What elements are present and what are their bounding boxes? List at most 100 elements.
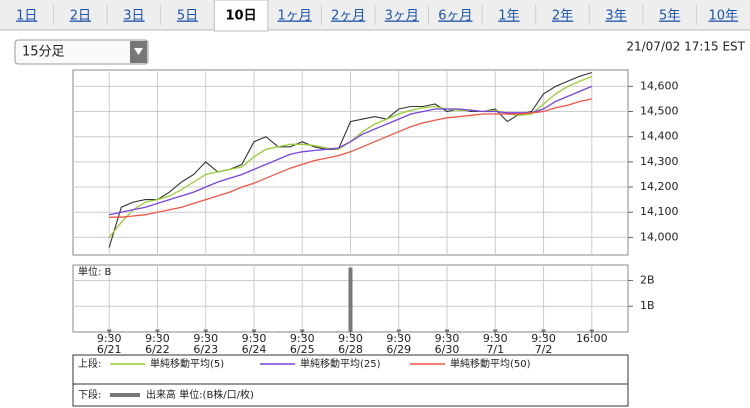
- volume-bar: [167, 331, 172, 332]
- volume-bar: [227, 331, 232, 332]
- volume-bar: [432, 331, 437, 332]
- volume-bar: [577, 331, 582, 332]
- tab[interactable]: 1日: [16, 9, 37, 24]
- volume-bar: [324, 331, 329, 332]
- volume-bar: [107, 329, 112, 332]
- volume-bar: [119, 331, 124, 332]
- volume-bar: [143, 331, 148, 332]
- tab[interactable]: 6ヶ月: [438, 9, 472, 24]
- x-tick-label-line: 9:30: [386, 332, 411, 345]
- x-tick-label-line: 6/22: [145, 343, 170, 356]
- volume-bar: [276, 331, 281, 332]
- legend-entry: 単純移動平均(25): [300, 357, 381, 370]
- y-tick-label: 1B: [640, 299, 655, 312]
- x-tick-label-line: 9:30: [193, 332, 218, 345]
- y-tick-label: 14,500: [640, 105, 679, 118]
- tab[interactable]: 2年: [552, 9, 573, 24]
- volume-bar: [191, 331, 196, 332]
- volume-unit-label: 単位: B: [78, 265, 112, 278]
- tab[interactable]: 2ヶ月: [331, 9, 365, 24]
- tab[interactable]: 3日: [123, 9, 144, 24]
- x-tick-label: 9:30 6/30: [435, 332, 460, 356]
- x-tick-label: 9:30 7/2: [531, 332, 556, 356]
- volume-bar: [300, 329, 305, 332]
- x-tick-label: 9:30 6/21: [97, 332, 122, 356]
- volume-bar: [251, 329, 256, 332]
- x-tick-label-line: 6/29: [386, 343, 411, 356]
- timestamp: 21/07/02 17:15 EST: [626, 40, 745, 54]
- tab[interactable]: 3ヶ月: [385, 9, 419, 24]
- volume-bar: [312, 331, 317, 332]
- x-tick-label-line: 9:30: [145, 332, 170, 345]
- tab[interactable]: 1年: [498, 9, 519, 24]
- x-tick-label-line: 9:30: [338, 332, 363, 345]
- x-tick-label-line: 6/24: [242, 343, 267, 356]
- volume-bar: [445, 329, 450, 332]
- interval-select[interactable]: [14, 39, 149, 65]
- x-tick-label: 9:30 6/28: [338, 332, 363, 356]
- volume-bar: [396, 329, 401, 332]
- legend-box: [72, 354, 629, 407]
- volume-bar: [493, 329, 498, 332]
- x-tick-label-line: 6/25: [290, 343, 315, 356]
- interval-select-text: 15分足: [22, 45, 65, 60]
- volume-bar: [565, 331, 570, 332]
- volume-bar: [469, 331, 474, 332]
- x-tick-label: 9:30 6/22: [145, 332, 170, 356]
- tab[interactable]: 10日: [226, 9, 257, 24]
- volume-bar: [239, 331, 244, 332]
- y-tick-label: 14,100: [640, 205, 679, 218]
- x-tick-label: 9:30 6/24: [242, 332, 267, 356]
- volume-bar: [360, 331, 365, 332]
- volume-bar: [589, 329, 594, 332]
- tab[interactable]: 3年: [605, 9, 626, 24]
- x-tick-label: 9:30 6/29: [386, 332, 411, 356]
- price-line: [109, 98, 592, 218]
- x-tick-label: 16:00: [576, 332, 608, 345]
- price-line: [108, 71, 592, 248]
- volume-bar: [264, 331, 269, 332]
- volume-bar: [517, 331, 522, 332]
- volume-bar: [155, 329, 160, 332]
- volume-bar: [288, 331, 293, 332]
- volume-bar: [372, 331, 377, 332]
- volume-bar: [481, 331, 486, 332]
- volume-bar: [505, 331, 510, 332]
- y-tick-label: 14,400: [640, 130, 679, 143]
- x-tick-label-line: 9:30: [242, 332, 267, 345]
- legend-upper-label: 上段:: [78, 357, 101, 370]
- y-tick-label: 14,600: [640, 79, 679, 92]
- x-tick-label-line: 9:30: [290, 332, 315, 345]
- volume-bar: [529, 331, 534, 332]
- tab[interactable]: 5年: [659, 9, 680, 24]
- y-tick-label: 2B: [640, 273, 655, 286]
- x-tick-label-line: 6/23: [193, 343, 218, 356]
- x-tick-label-line: 7/1: [486, 343, 504, 356]
- volume-bar: [541, 329, 546, 332]
- x-tick-label-line: 6/28: [338, 343, 363, 356]
- tab[interactable]: 2日: [70, 9, 91, 24]
- volume-bar: [408, 331, 413, 332]
- tab[interactable]: 5日: [177, 9, 198, 24]
- volume-bar: [336, 331, 341, 332]
- volume-bar: [420, 331, 425, 332]
- x-tick-label-line: 6/30: [435, 343, 460, 356]
- volume-bar: [553, 331, 558, 332]
- tab[interactable]: 1ヶ月: [278, 9, 312, 24]
- tab[interactable]: 10年: [708, 9, 738, 24]
- volume-bar: [384, 331, 389, 332]
- volume-bar: [203, 329, 208, 332]
- legend-entry: 単純移動平均(50): [450, 357, 531, 370]
- x-tick-label: 9:30 6/23: [193, 332, 218, 356]
- x-tick-label-line: 9:30: [531, 332, 556, 345]
- volume-bar: [179, 331, 184, 332]
- x-tick-label-line: 9:30: [97, 332, 122, 345]
- x-tick-label: 9:30 7/1: [483, 332, 508, 356]
- volume-bar: [348, 267, 353, 332]
- volume-bar: [131, 331, 136, 332]
- x-tick-label: 9:30 6/25: [290, 332, 315, 356]
- legend-lower-label: 下段:: [78, 388, 101, 401]
- x-tick-label-line: 9:30: [435, 332, 460, 345]
- legend-entry: 出来高 単位:(B株/口/枚): [146, 388, 254, 401]
